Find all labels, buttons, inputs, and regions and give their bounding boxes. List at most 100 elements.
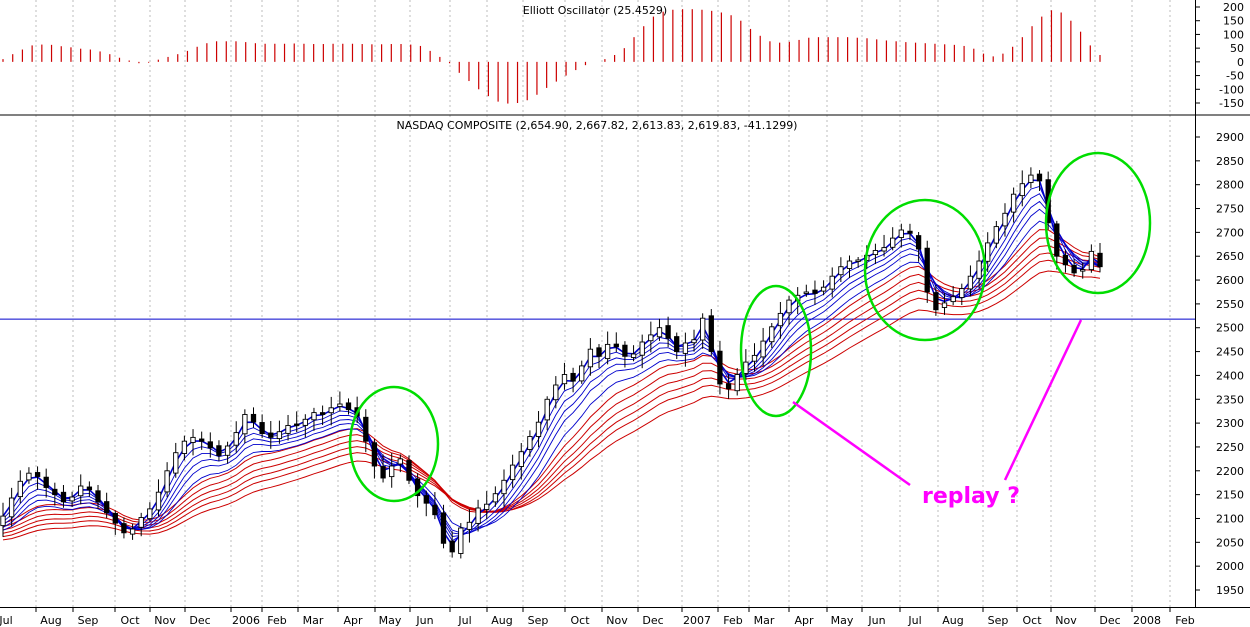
candle: [0, 502, 6, 537]
candle: [535, 411, 542, 448]
candle: [52, 482, 58, 506]
candle: [129, 523, 136, 540]
candle: [268, 420, 274, 449]
candle: [1019, 170, 1025, 207]
candle: [509, 454, 516, 488]
candle: [967, 265, 974, 297]
osc-tick-label: -50: [1226, 70, 1244, 83]
candle: [371, 438, 378, 479]
price-tick-label: 2200: [1216, 465, 1244, 478]
price-tick-label: 1950: [1216, 584, 1244, 597]
candle: [337, 391, 343, 412]
price-tick-label: 2100: [1216, 512, 1244, 525]
candle: [907, 223, 913, 241]
candle: [674, 332, 680, 360]
annotation-line: [792, 400, 911, 487]
candle: [501, 469, 507, 507]
candle: [242, 409, 248, 444]
candle: [294, 411, 300, 433]
annotation-lines: [792, 319, 1083, 487]
candle: [104, 492, 110, 519]
x-tick-label: Apr: [343, 614, 363, 627]
highlight-circle: [739, 284, 813, 418]
candle: [890, 227, 896, 251]
candle: [302, 414, 308, 438]
candle: [604, 331, 611, 365]
x-tick-label: Sep: [988, 614, 1009, 627]
x-tick-label: Aug: [40, 614, 61, 627]
price-tick-label: 2600: [1216, 274, 1244, 287]
candle: [363, 409, 369, 453]
candle: [147, 502, 153, 522]
oscillator-bars: [2, 9, 1101, 104]
candle: [250, 407, 257, 428]
price-tick-label: 2800: [1216, 179, 1244, 192]
candle: [648, 321, 654, 353]
candle: [1054, 220, 1060, 270]
candle: [665, 316, 671, 348]
candle: [60, 485, 67, 508]
candle: [700, 313, 706, 349]
candle: [803, 284, 809, 297]
candle: [69, 491, 75, 507]
candle: [86, 481, 93, 497]
candle: [440, 504, 447, 549]
price-tick-label: 2500: [1216, 322, 1244, 335]
candle: [259, 414, 265, 438]
short-ma-line: [2, 220, 1101, 531]
candle: [17, 470, 23, 504]
x-tick-label: Jun: [867, 614, 885, 627]
osc-tick-label: -100: [1219, 83, 1244, 96]
price-tick-label: 2050: [1216, 536, 1244, 549]
candle: [1071, 258, 1077, 277]
candle: [112, 510, 118, 535]
x-tick-label: Dec: [642, 614, 663, 627]
x-tick-label: Mar: [303, 614, 324, 627]
candle: [164, 462, 170, 498]
candle: [121, 517, 127, 539]
long-ma-line: [2, 245, 1101, 531]
x-tick-label: 2007: [683, 614, 711, 627]
candle: [561, 362, 568, 390]
oscillator-title: Elliott Oscillator (25.4529): [523, 4, 667, 17]
candle: [458, 523, 464, 559]
candle: [933, 285, 939, 316]
x-tick-label: Oct: [570, 614, 590, 627]
candle: [345, 398, 352, 415]
x-tick-label: May: [831, 614, 854, 627]
candle: [769, 323, 775, 349]
candle: [691, 329, 697, 352]
price-title: NASDAQ COMPOSITE (2,654.90, 2,667.82, 2,…: [397, 119, 798, 132]
candle: [579, 360, 585, 384]
candle: [941, 293, 948, 315]
candle: [1036, 170, 1043, 191]
candle: [639, 334, 645, 369]
candle: [207, 432, 213, 458]
candle: [518, 443, 524, 480]
x-tick-label: Jul: [457, 614, 471, 627]
candle: [484, 491, 490, 520]
candle: [1080, 262, 1086, 279]
long-moving-averages: [2, 229, 1101, 541]
candle: [527, 430, 533, 457]
osc-tick-label: -150: [1219, 97, 1244, 110]
osc-tick-label: 0: [1237, 56, 1244, 69]
x-tick-label: Oct: [1022, 614, 1042, 627]
candle: [449, 531, 455, 558]
x-tick-label: Sep: [528, 614, 549, 627]
osc-tick-label: 200: [1223, 1, 1244, 14]
candle: [1010, 187, 1017, 223]
x-tick-label: Jul: [907, 614, 921, 627]
candle: [276, 420, 283, 444]
candle: [915, 231, 922, 262]
candle: [596, 344, 602, 368]
candle: [380, 454, 386, 483]
x-tick-label: Aug: [491, 614, 512, 627]
x-tick-label: Jun: [415, 614, 433, 627]
candle: [432, 492, 438, 520]
candle: [777, 301, 784, 339]
candle: [389, 453, 395, 488]
candle: [656, 318, 663, 341]
candle: [682, 332, 689, 367]
